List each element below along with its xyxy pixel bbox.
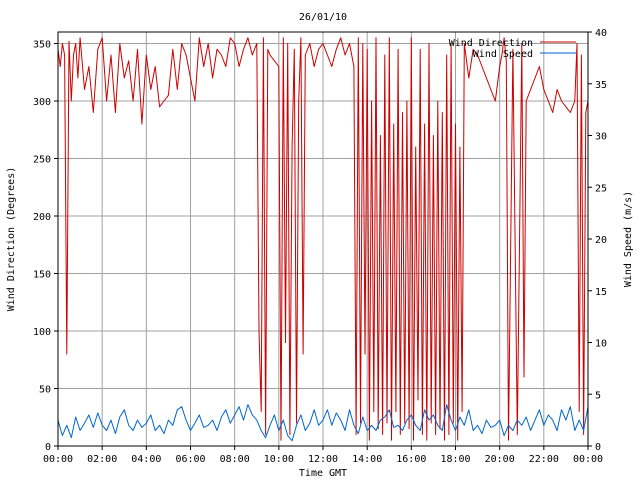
left-tick-label: 350 [33, 40, 51, 51]
legend: Wind Direction Wind Speed [449, 38, 576, 60]
left-axis-ticks: 0 50 100 150 200 250 300 350 [33, 40, 58, 453]
right-tick-label: 0 [595, 442, 601, 453]
left-tick-label: 250 [33, 155, 51, 166]
x-tick-label: 06:00 [175, 454, 205, 465]
right-tick-label: 5 [595, 390, 601, 401]
x-tick-label: 02:00 [87, 454, 117, 465]
x-axis-label: Time GMT [299, 468, 347, 479]
series-line-wind-speed [57, 404, 589, 442]
legend-label-wind-direction: Wind Direction [449, 38, 533, 49]
legend-label-wind-speed: Wind Speed [473, 49, 533, 60]
right-tick-label: 10 [595, 339, 607, 350]
x-tick-label: 18:00 [440, 454, 470, 465]
x-tick-label: 22:00 [529, 454, 559, 465]
series-line-wind-direction [57, 37, 589, 441]
series-lines [57, 37, 589, 442]
right-tick-label: 15 [595, 287, 607, 298]
x-tick-label: 00:00 [43, 454, 73, 465]
right-axis-ticks: 0 5 10 15 20 25 30 35 40 [588, 28, 607, 453]
left-tick-label: 300 [33, 97, 51, 108]
x-tick-label: 16:00 [396, 454, 426, 465]
x-tick-label: 04:00 [131, 454, 161, 465]
right-tick-label: 30 [595, 132, 607, 143]
left-tick-label: 200 [33, 212, 51, 223]
x-tick-label: 08:00 [220, 454, 250, 465]
right-tick-label: 25 [595, 183, 607, 194]
right-axis-label: Wind Speed (m/s) [623, 191, 634, 287]
left-tick-label: 100 [33, 327, 51, 338]
chart-title: 26/01/10 [299, 12, 347, 23]
x-tick-label: 12:00 [308, 454, 338, 465]
left-axis-label: Wind Direction (Degrees) [6, 167, 17, 312]
right-tick-label: 35 [595, 80, 607, 91]
right-tick-label: 20 [595, 235, 607, 246]
left-tick-label: 0 [45, 442, 51, 453]
x-tick-label: 10:00 [264, 454, 294, 465]
x-tick-label: 20:00 [485, 454, 515, 465]
x-tick-label: 14:00 [352, 454, 382, 465]
left-tick-label: 50 [39, 385, 51, 396]
right-tick-label: 40 [595, 28, 607, 39]
x-axis-ticks: 00:00 02:00 04:00 06:00 08:00 10:00 12:00 14:00… [43, 446, 603, 465]
x-tick-label: 00:00 [573, 454, 603, 465]
left-tick-label: 150 [33, 270, 51, 281]
